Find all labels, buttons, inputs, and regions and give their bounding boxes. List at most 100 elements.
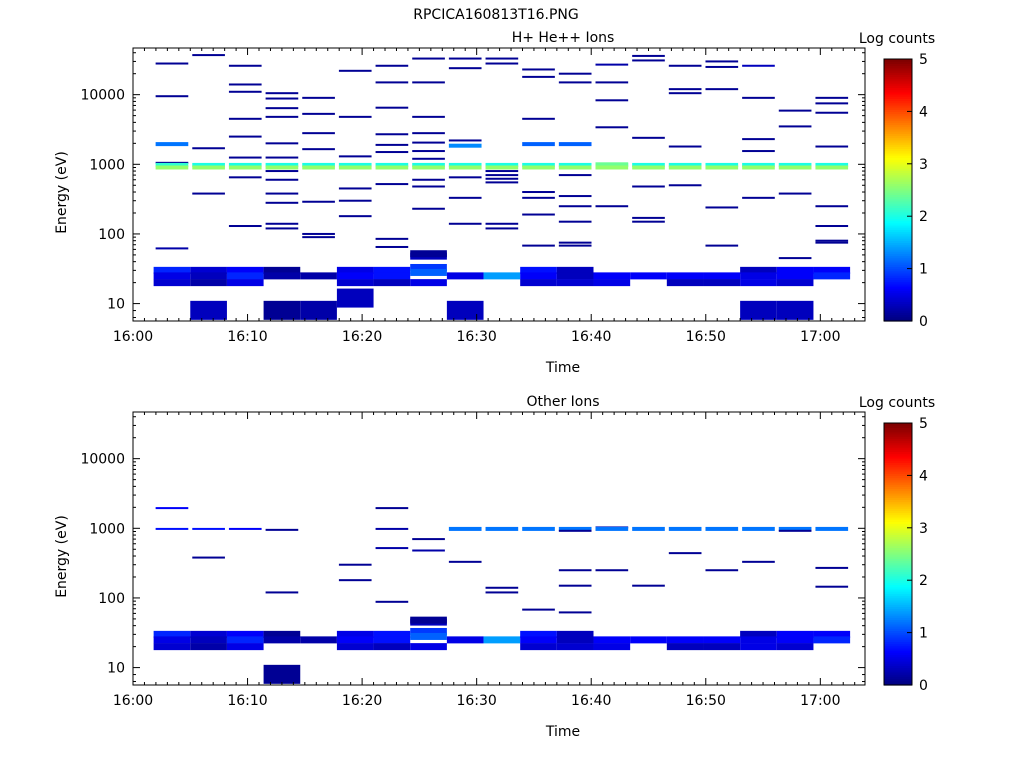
colorbar-segment <box>884 508 912 511</box>
x-tick-label: 16:10 <box>227 329 267 345</box>
heatmap-cell-low <box>410 643 447 651</box>
heatmap-cell <box>778 109 812 112</box>
heatmap-cell <box>192 54 225 57</box>
heatmap-cell-low <box>226 630 264 638</box>
colorbar-segment <box>884 91 912 95</box>
colorbar-segment <box>884 558 912 562</box>
heatmap-cell <box>228 527 262 530</box>
heatmap-cell <box>815 526 849 531</box>
colorbar-segment <box>884 575 912 579</box>
heatmap-cell <box>375 81 409 84</box>
x-tick-label: 16:50 <box>686 693 726 709</box>
heatmap-cell <box>595 162 629 167</box>
colorbar-segment <box>884 93 912 97</box>
colorbar-segment <box>884 277 912 281</box>
heatmap-cell-low <box>520 272 557 280</box>
colorbar-segment <box>884 115 912 119</box>
colorbar-segment <box>884 220 912 224</box>
heatmap-cell <box>558 72 592 75</box>
heatmap-cell <box>412 150 445 153</box>
colorbar-segment <box>884 218 912 222</box>
heatmap-cell <box>815 111 849 114</box>
heatmap-cell <box>265 591 299 594</box>
colorbar-segment <box>884 484 912 487</box>
colorbar-segment <box>884 67 912 71</box>
colorbar-segment <box>884 543 912 546</box>
heatmap-cell <box>265 142 299 145</box>
heatmap-cell <box>302 112 335 115</box>
heatmap-cell <box>338 162 372 167</box>
colorbar-segment <box>884 257 912 261</box>
heatmap-cell-low <box>410 250 447 258</box>
heatmap-cell <box>815 162 849 167</box>
heatmap-cell <box>668 162 702 167</box>
heatmap-cell-low <box>703 272 741 280</box>
colorbar-segment <box>884 584 912 588</box>
colorbar-segment <box>884 312 912 316</box>
heatmap-cell-low <box>226 636 264 644</box>
heatmap-cell-low <box>776 266 814 274</box>
colorbar-segment <box>884 674 912 677</box>
heatmap-cell-low <box>776 636 814 644</box>
heatmap-cell <box>815 102 849 105</box>
heatmap-cell <box>412 157 445 160</box>
colorbar-segment <box>884 264 912 268</box>
heatmap-cell <box>155 165 189 170</box>
heatmap-cell <box>815 241 849 244</box>
heatmap-cell <box>632 165 665 170</box>
heatmap-cell <box>485 162 519 167</box>
heatmap-cell-low <box>410 627 447 635</box>
heatmap-cell <box>558 81 592 84</box>
heatmap-cell-sub10 <box>190 300 227 320</box>
heatmap-cell <box>668 526 702 531</box>
heatmap-cell <box>448 143 482 148</box>
heatmap-cell <box>778 257 812 260</box>
heatmap-cell <box>228 156 262 159</box>
colorbar-tick-label: 3 <box>919 521 928 537</box>
heatmap-cell <box>192 165 225 170</box>
colorbar-segment <box>884 549 912 553</box>
heatmap-cell <box>522 196 555 199</box>
heatmap-cell <box>485 526 519 531</box>
colorbar-segment <box>884 606 912 610</box>
heatmap-cell <box>228 162 262 167</box>
heatmap-cell-low <box>373 272 411 280</box>
colorbar-segment <box>884 569 912 573</box>
heatmap-cell-low <box>410 616 447 624</box>
colorbar-segment <box>884 144 912 147</box>
colorbar-segment <box>884 80 912 84</box>
heatmap-cell-low <box>593 279 631 287</box>
colorbar-segment <box>884 181 912 185</box>
colorbar-segment <box>884 468 912 472</box>
heatmap-cell <box>228 117 262 120</box>
y-tick-label: 10000 <box>80 452 125 468</box>
heatmap-cell <box>412 162 445 167</box>
colorbar-segment <box>884 113 912 117</box>
y-tick-label: 10000 <box>80 88 125 104</box>
colorbar-segment <box>884 667 912 671</box>
heatmap-cell <box>155 162 189 167</box>
colorbar-segment <box>884 599 912 603</box>
colorbar-segment <box>884 259 912 263</box>
heatmap-cell <box>302 96 335 99</box>
colorbar-segment <box>884 294 912 298</box>
heatmap-cell <box>485 62 519 65</box>
heatmap-cell-low <box>666 643 704 651</box>
heatmap-cell <box>705 65 739 68</box>
colorbar-segment <box>884 647 912 651</box>
colorbar-segment <box>884 163 912 167</box>
heatmap-cell-low <box>336 630 374 638</box>
heatmap-cell-low <box>813 266 851 274</box>
heatmap-cell <box>522 68 555 71</box>
colorbar-segment <box>884 464 912 468</box>
heatmap-cell <box>155 507 189 510</box>
colorbar-segment <box>884 608 912 612</box>
heatmap-cell <box>558 584 592 587</box>
heatmap-cell <box>522 117 555 120</box>
colorbar-segment <box>884 604 912 607</box>
colorbar-segment <box>884 556 912 559</box>
heatmap-cell <box>192 147 225 150</box>
heatmap-cell <box>265 201 299 204</box>
heatmap-cell <box>595 81 629 84</box>
heatmap-cell <box>558 611 592 614</box>
